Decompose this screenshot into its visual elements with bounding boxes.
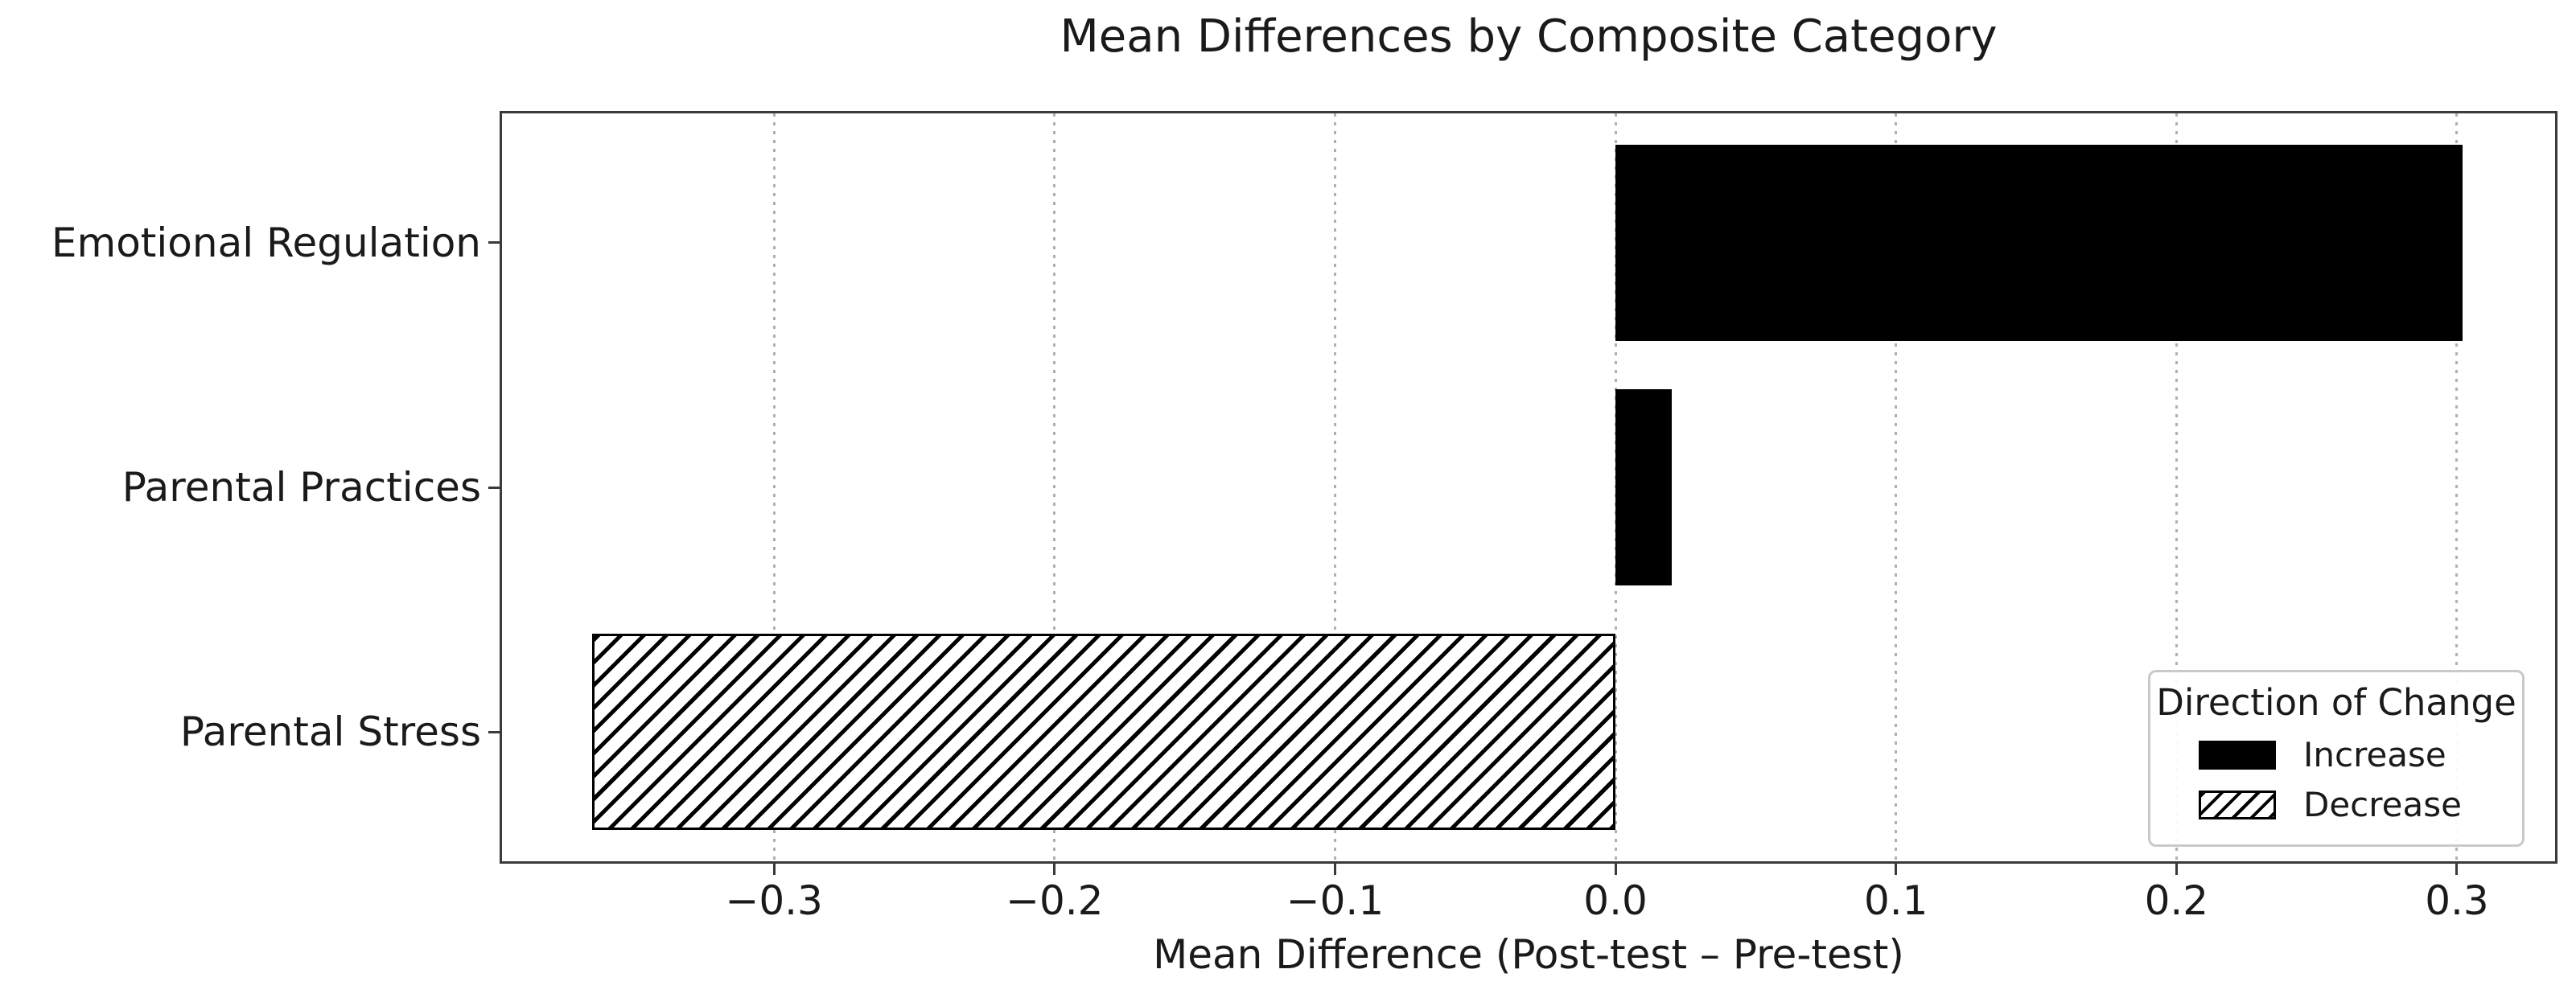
x-axis-tick-label: 0.3 xyxy=(2425,877,2489,924)
legend-label: Increase xyxy=(2303,735,2446,774)
x-axis-tick xyxy=(2175,864,2178,875)
gridline xyxy=(772,113,776,861)
legend: Direction of Change Increase Decrease xyxy=(2148,670,2525,847)
x-axis-tick xyxy=(1333,864,1336,875)
legend-entry-increase: Increase xyxy=(2150,730,2522,780)
chart-title: Mean Differences by Composite Category xyxy=(1060,10,1998,63)
legend-rows: Increase Decrease xyxy=(2150,730,2522,830)
y-axis-tick xyxy=(488,730,500,733)
x-axis-tick xyxy=(772,864,776,875)
gridline xyxy=(1895,113,1898,861)
legend-label: Decrease xyxy=(2303,785,2462,824)
legend-entry-decrease: Decrease xyxy=(2150,780,2522,830)
x-axis-tick xyxy=(1614,864,1617,875)
legend-swatch-hatched-icon xyxy=(2199,791,2276,819)
y-axis-label-parental-stress: Parental Stress xyxy=(179,708,481,756)
bar-emotional-regulation xyxy=(1615,144,2463,341)
gridline xyxy=(2455,113,2459,861)
y-axis-label-emotional-regulation: Emotional Regulation xyxy=(51,219,481,266)
bar-parental-stress xyxy=(591,634,1616,831)
y-axis-tick xyxy=(488,486,500,489)
x-axis-tick xyxy=(1053,864,1056,875)
y-axis-label-parental-practices: Parental Practices xyxy=(121,464,481,511)
x-axis-tick xyxy=(2455,864,2459,875)
y-axis-tick xyxy=(488,241,500,244)
x-axis-title: Mean Difference (Post-test – Pre-test) xyxy=(1153,931,1904,978)
x-axis-tick-label: −0.1 xyxy=(1286,877,1385,924)
x-axis-tick xyxy=(1895,864,1898,875)
gridline xyxy=(2175,113,2178,861)
x-axis-tick-label: 0.2 xyxy=(2144,877,2209,924)
x-axis-tick-label: −0.3 xyxy=(725,877,823,924)
bar-parental-practices xyxy=(1615,389,1672,585)
legend-title: Direction of Change xyxy=(2156,681,2516,724)
gridline xyxy=(1333,113,1336,861)
plot-area xyxy=(500,111,2557,864)
x-axis-tick-label: 0.0 xyxy=(1583,877,1648,924)
x-axis-tick-label: −0.2 xyxy=(1006,877,1104,924)
legend-swatch-solid-icon xyxy=(2199,741,2276,770)
gridline xyxy=(1053,113,1056,861)
x-axis-tick-label: 0.1 xyxy=(1863,877,1928,924)
